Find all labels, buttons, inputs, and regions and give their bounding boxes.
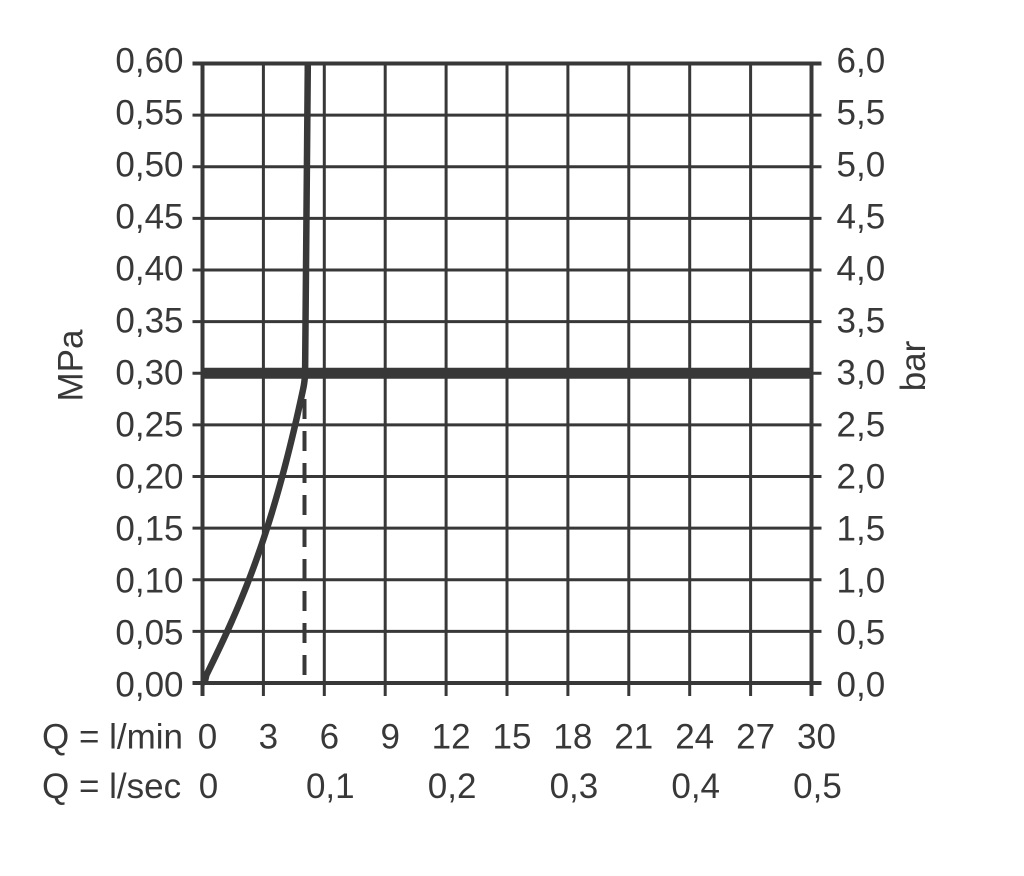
svg-text:24: 24 [675,718,714,757]
svg-text:3,5: 3,5 [837,302,886,341]
svg-text:4,5: 4,5 [837,198,886,237]
svg-text:0,55: 0,55 [115,94,183,133]
svg-text:4,0: 4,0 [837,250,886,289]
svg-text:15: 15 [493,718,532,757]
svg-text:12: 12 [432,718,471,757]
svg-text:21: 21 [614,718,653,757]
svg-text:3,0: 3,0 [837,354,886,393]
svg-text:0,2: 0,2 [428,767,477,806]
svg-text:9: 9 [380,718,399,757]
svg-text:0,00: 0,00 [115,666,183,705]
svg-text:3: 3 [259,718,278,757]
svg-text:bar: bar [894,340,933,391]
svg-text:0,60: 0,60 [115,42,183,81]
svg-text:0,45: 0,45 [115,198,183,237]
svg-text:6: 6 [320,718,339,757]
svg-text:30: 30 [797,718,836,757]
svg-text:0,50: 0,50 [115,146,183,185]
svg-text:Q = l/min: Q = l/min [42,718,183,757]
svg-text:0: 0 [198,718,217,757]
svg-text:18: 18 [553,718,592,757]
svg-text:0,5: 0,5 [793,767,842,806]
svg-text:0,40: 0,40 [115,250,183,289]
svg-text:0,35: 0,35 [115,302,183,341]
svg-text:1,0: 1,0 [837,562,886,601]
svg-text:0,1: 0,1 [306,767,355,806]
svg-text:5,0: 5,0 [837,146,886,185]
svg-text:0,4: 0,4 [671,767,720,806]
svg-text:6,0: 6,0 [837,42,886,81]
svg-text:0,3: 0,3 [550,767,599,806]
svg-text:Q = l/sec: Q = l/sec [42,767,181,806]
svg-text:2,0: 2,0 [837,458,886,497]
svg-text:0,10: 0,10 [115,562,183,601]
svg-text:1,5: 1,5 [837,510,886,549]
svg-text:0,05: 0,05 [115,614,183,653]
svg-text:0,15: 0,15 [115,510,183,549]
svg-text:0,0: 0,0 [837,666,886,705]
svg-text:2,5: 2,5 [837,406,886,445]
svg-text:0: 0 [199,767,218,806]
svg-text:0,20: 0,20 [115,458,183,497]
svg-text:MPa: MPa [52,329,91,402]
svg-text:27: 27 [736,718,775,757]
svg-text:5,5: 5,5 [837,94,886,133]
svg-text:0,5: 0,5 [837,614,886,653]
svg-text:0,30: 0,30 [115,354,183,393]
svg-text:0,25: 0,25 [115,406,183,445]
